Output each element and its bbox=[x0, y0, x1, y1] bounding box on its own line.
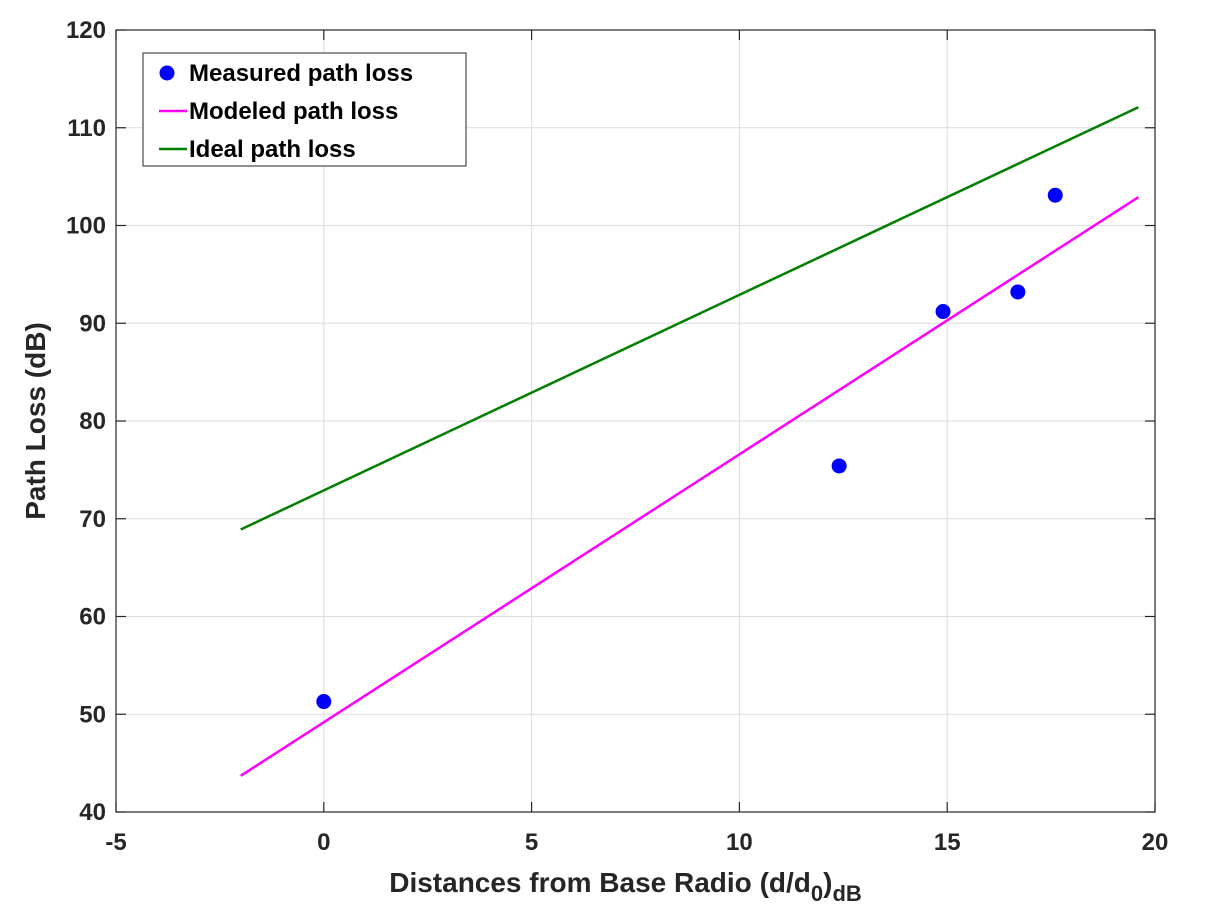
x-tick-label: 0 bbox=[317, 829, 330, 856]
y-tick-label: 100 bbox=[66, 213, 106, 240]
legend-label: Ideal path loss bbox=[189, 136, 356, 163]
data-point bbox=[935, 304, 951, 320]
x-axis-label-subscript-db: dB bbox=[832, 881, 861, 906]
y-tick-label: 70 bbox=[79, 506, 106, 533]
legend-entries: Measured path loss Modeled path loss Ideal… bbox=[159, 60, 413, 163]
series-line-1 bbox=[240, 196, 1140, 777]
legend-box bbox=[142, 52, 467, 167]
data-point bbox=[1047, 187, 1063, 203]
legend: Measured path loss Modeled path loss Ideal… bbox=[142, 52, 467, 167]
y-tick-label: 80 bbox=[79, 408, 106, 435]
x-tick-label: 20 bbox=[1142, 829, 1169, 856]
x-axis-label-subscript: 0 bbox=[811, 881, 823, 906]
legend-marker-swatch bbox=[159, 65, 175, 81]
y-axis-label: Path Loss (dB) bbox=[20, 322, 51, 520]
series-line-2 bbox=[240, 106, 1139, 531]
x-tick-label: 15 bbox=[934, 829, 961, 856]
y-tick-label: 90 bbox=[79, 310, 106, 337]
legend-label: Measured path loss bbox=[189, 60, 413, 87]
ticks bbox=[115, 29, 1156, 813]
y-tick-label: 50 bbox=[79, 701, 106, 728]
data-point bbox=[316, 694, 332, 710]
y-tick-label: 60 bbox=[79, 604, 106, 631]
series-layer bbox=[240, 106, 1140, 777]
data-point bbox=[831, 458, 847, 474]
x-axis-label-paren: ) bbox=[823, 867, 832, 898]
data-point bbox=[1010, 284, 1026, 300]
legend-label: Modeled path loss bbox=[189, 98, 398, 125]
x-tick-label: 10 bbox=[726, 829, 753, 856]
x-axis-label-main: Distances from Base Radio (d/d bbox=[389, 867, 811, 898]
x-tick-label: 5 bbox=[525, 829, 538, 856]
y-tick-label: 40 bbox=[79, 799, 106, 826]
y-tick-label: 110 bbox=[67, 115, 106, 142]
y-tick-label: 120 bbox=[66, 17, 106, 44]
x-axis-label: Distances from Base Radio (d/d0)dB bbox=[389, 867, 862, 906]
tick-labels: -5 0 5 10 15 20 40 50 60 70 80 90 100 110 120 bbox=[66, 17, 1168, 856]
x-tick-label: -5 bbox=[105, 829, 126, 856]
